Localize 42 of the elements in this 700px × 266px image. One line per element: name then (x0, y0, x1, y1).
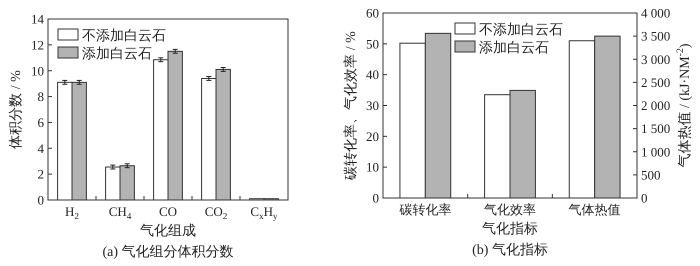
x-tick-label: 气化效率 (484, 202, 536, 217)
y-tick-label: 10 (366, 160, 379, 175)
x-tick-label: C$_{x}$H$_{y}$ (250, 204, 278, 221)
x-tick-label: H$_{2}$ (65, 204, 80, 221)
y2-tick-label: 2 000 (641, 98, 670, 114)
legend-label: 不添加白云石 (479, 22, 563, 38)
y-tick-label: 2 (38, 166, 44, 182)
y-tick-label: 8 (38, 89, 44, 104)
x-tick-label: CH$_{4}$ (108, 204, 132, 221)
text: (a) 气化组分体积分数 (102, 244, 234, 260)
y2-tick-label: 2 500 (641, 74, 670, 90)
text: (b) 气化指标 (472, 242, 548, 258)
y2-tick-label: 3 000 (641, 52, 670, 67)
x-tick-label: 气体热值 (568, 202, 621, 217)
x-tick-label: CO (158, 204, 178, 219)
y-axis-title: 体积分数 / % (8, 70, 24, 149)
y2-tick-label: 3 500 (641, 28, 670, 44)
y-tick-label: 30 (366, 98, 379, 114)
x-tick-label: CO$_{2}$ (204, 204, 228, 221)
y-tick-label: 14 (31, 12, 44, 27)
y-tick-label: 50 (366, 36, 379, 52)
y-tick-label: 20 (366, 128, 379, 144)
y2-tick-label: 500 (641, 167, 660, 182)
legend-label: 添加白云石 (479, 40, 549, 56)
y-tick-label: 0 (38, 192, 44, 208)
y2-tick-label: 0 (641, 190, 648, 206)
legend-label: 不添加白云石 (82, 28, 166, 44)
y2-tick-label: 1 500 (641, 121, 670, 136)
y-tick-label: 40 (366, 67, 379, 82)
x-axis-title: 气化指标 (482, 221, 538, 237)
x-tick-label: 碳转化率 (398, 202, 452, 217)
x-axis-title: 气化组成 (140, 223, 196, 239)
y-tick-label: 60 (366, 6, 379, 21)
y2-tick-label: 4 000 (641, 6, 670, 21)
y-tick-label: 12 (31, 37, 44, 52)
y-tick-label: 6 (38, 114, 44, 130)
y-tick-label: 0 (372, 190, 379, 206)
y-tick-label: 10 (31, 63, 44, 78)
y-tick-label: 4 (38, 140, 44, 156)
legend-label: 添加白云石 (82, 46, 152, 62)
y-axis-title: 碳转化率、气化效率 / % (343, 30, 359, 181)
y2-tick-label: 1 000 (641, 144, 670, 160)
